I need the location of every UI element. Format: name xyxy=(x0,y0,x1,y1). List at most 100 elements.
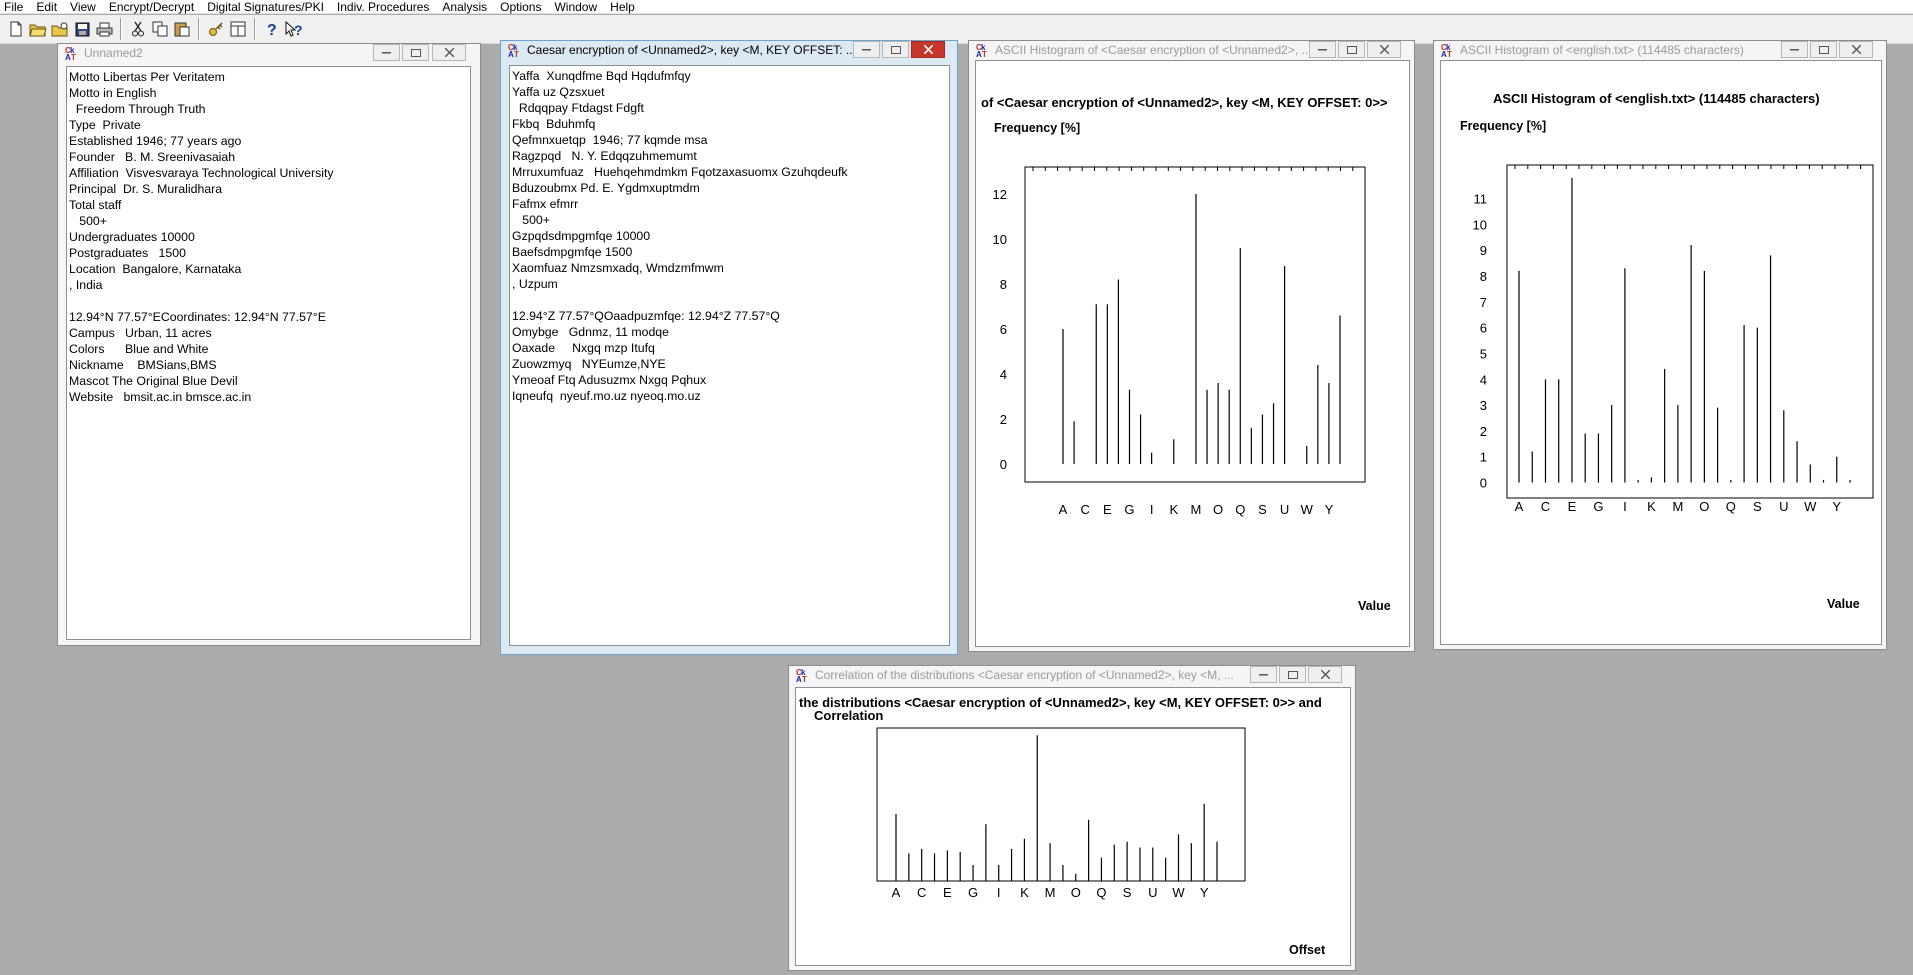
text-line: Mrruxumfuaz Huehqehmdmkm Fqotzaxasuomx G… xyxy=(512,165,848,179)
text-content: Motto Libertas Per Veritatem Motto in Eng… xyxy=(69,69,334,405)
svg-text:C: C xyxy=(508,43,514,52)
context-help-icon[interactable]: ? xyxy=(284,19,304,39)
x-tick-label: O xyxy=(1699,499,1709,514)
chart-title: the distributions <Caesar encryption of … xyxy=(799,695,1322,710)
maximize-button[interactable] xyxy=(1279,666,1306,683)
maximize-button[interactable] xyxy=(1810,41,1837,58)
text-editor[interactable]: Yaffa Xunqdfme Bqd Hqdufmfqy Yaffa uz Qzs… xyxy=(509,65,950,646)
text-line: Motto Libertas Per Veritatem xyxy=(69,70,225,84)
svg-text:A: A xyxy=(1441,50,1447,57)
copy-icon[interactable] xyxy=(150,19,170,39)
menu-digital-signatures-pki[interactable]: Digital Signatures/PKI xyxy=(207,0,324,14)
x-tick-label: G xyxy=(1593,499,1603,514)
x-tick-label: M xyxy=(1191,502,1202,517)
x-axis-label: Offset xyxy=(1289,943,1326,957)
x-tick-label: I xyxy=(1623,499,1627,514)
text-line: Gzpqdsdmpgmfqe 10000 xyxy=(512,229,651,243)
maximize-button[interactable] xyxy=(1338,41,1365,58)
window-arrange-icon[interactable] xyxy=(228,19,248,39)
close-button[interactable] xyxy=(432,44,466,61)
window-title: Unnamed2 xyxy=(84,46,143,60)
svg-text:C: C xyxy=(65,46,71,55)
text-line: Undergraduates 10000 xyxy=(69,230,195,244)
menu-bar: File Edit View Encrypt/Decrypt Digital Signa… xyxy=(0,0,1913,14)
svg-text:k: k xyxy=(70,46,75,55)
x-tick-label: W xyxy=(1804,499,1817,514)
close-button[interactable] xyxy=(1839,41,1873,58)
x-tick-label: S xyxy=(1258,502,1267,517)
minimize-button[interactable] xyxy=(853,41,880,58)
window-title: ASCII Histogram of <Caesar encryption of… xyxy=(995,43,1312,57)
close-button[interactable] xyxy=(911,41,945,58)
text-line: Omybge Gdnmz, 11 modqe xyxy=(512,325,669,339)
text-line: Mascot The Original Blue Devil xyxy=(69,374,238,388)
y-tick-label: 1 xyxy=(1480,450,1487,465)
text-line: Freedom Through Truth xyxy=(69,102,206,116)
close-button[interactable] xyxy=(1367,41,1401,58)
menu-encrypt-decrypt[interactable]: Encrypt/Decrypt xyxy=(108,0,195,14)
help-icon[interactable]: ? xyxy=(262,19,282,39)
text-line: Location Bangalore, Karnataka xyxy=(69,262,242,276)
svg-text:C: C xyxy=(1441,43,1447,52)
svg-text:C: C xyxy=(796,668,802,677)
close-button[interactable] xyxy=(1308,666,1342,683)
key-icon[interactable] xyxy=(206,19,226,39)
x-tick-label: E xyxy=(1103,502,1112,517)
minimize-button[interactable] xyxy=(1781,41,1808,58)
x-tick-label: O xyxy=(1071,885,1081,900)
text-line: Yaffa Xunqdfme Bqd Hqdufmfqy xyxy=(512,69,691,83)
plot-frame xyxy=(1024,166,1366,483)
text-line: Total staff xyxy=(69,198,122,212)
paste-icon[interactable] xyxy=(172,19,192,39)
menu-help[interactable]: Help xyxy=(610,0,635,14)
chart-title-second-line: Correlation xyxy=(814,708,884,723)
text-line: Campus Urban, 11 acres xyxy=(69,326,212,340)
y-tick-label: 5 xyxy=(1480,346,1487,361)
text-line: 12.94°Z 77.57°QOaadpuzmfqe: 12.94°Z 77.5… xyxy=(512,309,780,323)
save-icon[interactable] xyxy=(72,19,92,39)
minimize-button[interactable] xyxy=(1250,666,1277,683)
y-tick-label: 3 xyxy=(1480,398,1487,413)
menu-view[interactable]: View xyxy=(70,0,96,14)
menu-file[interactable]: File xyxy=(4,0,24,14)
print-icon[interactable] xyxy=(94,19,114,39)
maximize-button[interactable] xyxy=(882,41,909,58)
cut-icon[interactable] xyxy=(128,19,148,39)
y-tick-label: 8 xyxy=(1480,269,1487,284)
menu-window[interactable]: Window xyxy=(554,0,598,14)
maximize-button[interactable] xyxy=(402,44,429,61)
new-document-icon[interactable] xyxy=(6,19,26,39)
x-tick-label: K xyxy=(1647,499,1656,514)
menu-edit[interactable]: Edit xyxy=(36,0,58,14)
x-tick-label: A xyxy=(892,885,901,900)
text-line: Yaffa uz Qzsxuet xyxy=(512,85,605,99)
plot-frame xyxy=(1506,164,1874,499)
open-folder-icon[interactable] xyxy=(28,19,48,39)
x-tick-label: C xyxy=(917,885,926,900)
plot-frame xyxy=(876,727,1246,882)
text-line: Principal Dr. S. Muralidhara xyxy=(69,182,223,196)
text-line: Website bmsit.ac.in bmsce.ac.in xyxy=(69,390,252,404)
window-title: Correlation of the distributions <Caesar… xyxy=(815,668,1234,682)
chart-panel: ASCII Histogram of <english.txt> (114485… xyxy=(1440,60,1882,645)
menu-analysis[interactable]: Analysis xyxy=(442,0,488,14)
y-tick-label: 12 xyxy=(993,187,1007,202)
minimize-button[interactable] xyxy=(1309,41,1336,58)
menu-indiv-procedures[interactable]: Indiv. Procedures xyxy=(336,0,430,14)
minimize-button[interactable] xyxy=(373,44,400,61)
open-special-icon[interactable] xyxy=(50,19,70,39)
x-tick-label: Q xyxy=(1726,499,1736,514)
menu-options[interactable]: Options xyxy=(500,0,542,14)
text-editor[interactable]: Motto Libertas Per Veritatem Motto in Eng… xyxy=(66,66,471,640)
text-content: Yaffa Xunqdfme Bqd Hqdufmfqy Yaffa uz Qzs… xyxy=(512,68,848,404)
